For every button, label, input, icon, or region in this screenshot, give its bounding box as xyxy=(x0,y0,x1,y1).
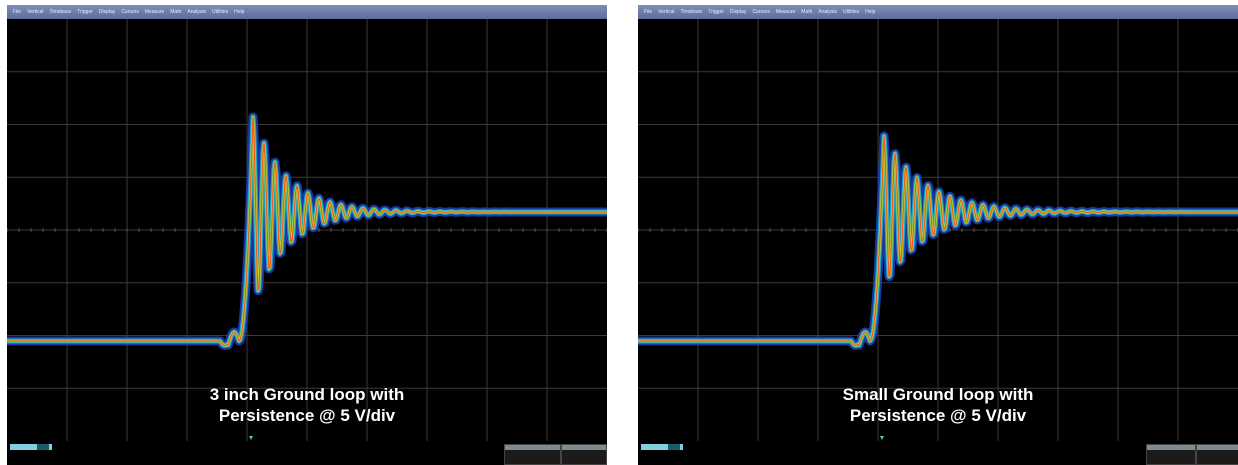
trigger-box[interactable] xyxy=(561,444,607,465)
waveform-caption: Small Ground loop with Persistence @ 5 V… xyxy=(638,384,1238,426)
channel-badge[interactable] xyxy=(641,444,683,450)
menu-vertical[interactable]: Vertical xyxy=(27,9,44,15)
menu-analysis[interactable]: Analysis xyxy=(818,9,838,15)
menu-bar: File Vertical Timebase Trigger Display C… xyxy=(638,5,1238,19)
timebase-box[interactable] xyxy=(1146,444,1196,465)
waveform-display xyxy=(7,19,607,441)
status-bar xyxy=(7,441,607,465)
menu-trigger[interactable]: Trigger xyxy=(708,9,724,15)
trigger-marker-icon xyxy=(249,436,253,440)
menu-display[interactable]: Display xyxy=(729,9,747,15)
menu-help[interactable]: Help xyxy=(234,9,245,15)
caption-line-1: 3 inch Ground loop with xyxy=(209,385,405,404)
menu-cursors[interactable]: Cursors xyxy=(121,9,139,15)
menu-display[interactable]: Display xyxy=(98,9,116,15)
menu-help[interactable]: Help xyxy=(865,9,876,15)
menu-file[interactable]: File xyxy=(13,9,22,15)
waveform-trace xyxy=(638,131,1238,350)
menu-timebase[interactable]: Timebase xyxy=(680,9,703,15)
caption-line-2: Persistence @ 5 V/div xyxy=(849,406,1027,425)
status-bar xyxy=(638,441,1238,465)
menu-utilities[interactable]: Utilities xyxy=(212,9,229,15)
channel-badge-extra xyxy=(668,444,680,450)
oscilloscope-panel-left: File Vertical Timebase Trigger Display C… xyxy=(7,5,607,465)
timebase-box[interactable] xyxy=(504,444,561,465)
waveform-trace xyxy=(7,112,607,350)
menu-timebase[interactable]: Timebase xyxy=(49,9,72,15)
persistence-layer xyxy=(638,135,1238,347)
menu-measure[interactable]: Measure xyxy=(775,9,796,15)
channel-badge[interactable] xyxy=(10,444,52,450)
channel-badge-extra xyxy=(37,444,49,450)
graticule xyxy=(638,19,1238,441)
caption-line-2: Persistence @ 5 V/div xyxy=(218,406,396,425)
oscilloscope-panel-right: File Vertical Timebase Trigger Display C… xyxy=(638,5,1238,465)
menu-utilities[interactable]: Utilities xyxy=(843,9,860,15)
menu-vertical[interactable]: Vertical xyxy=(658,9,675,15)
menu-trigger[interactable]: Trigger xyxy=(77,9,93,15)
menu-math[interactable]: Math xyxy=(170,9,182,15)
menu-file[interactable]: File xyxy=(644,9,653,15)
waveform-caption: 3 inch Ground loop with Persistence @ 5 … xyxy=(7,384,607,426)
menu-analysis[interactable]: Analysis xyxy=(187,9,207,15)
persistence-layer xyxy=(7,116,607,347)
trigger-marker-icon xyxy=(880,436,884,440)
menu-bar: File Vertical Timebase Trigger Display C… xyxy=(7,5,607,19)
menu-cursors[interactable]: Cursors xyxy=(752,9,770,15)
menu-measure[interactable]: Measure xyxy=(144,9,165,15)
trigger-box[interactable] xyxy=(1196,444,1238,465)
menu-math[interactable]: Math xyxy=(801,9,813,15)
waveform-display xyxy=(638,19,1238,441)
caption-line-1: Small Ground loop with xyxy=(842,385,1034,404)
